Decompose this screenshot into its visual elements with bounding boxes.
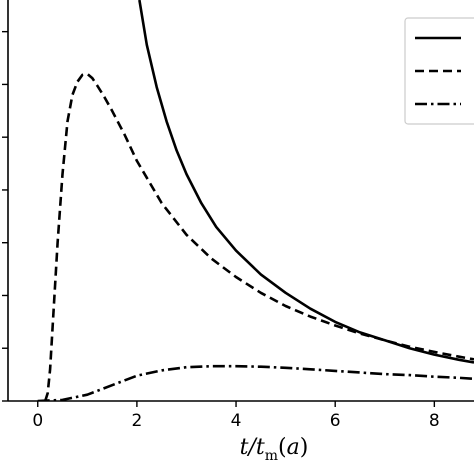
- series-2-line: [43, 72, 474, 401]
- series-layer: [37, 0, 474, 401]
- legend: [404, 17, 474, 125]
- x-tick-label: 4: [231, 411, 242, 431]
- x-tick-label: 0: [32, 411, 43, 431]
- series-1-line: [138, 0, 474, 364]
- x-tick-label: 6: [330, 411, 341, 431]
- x-tick-label: 2: [131, 411, 142, 431]
- x-tick-label: 8: [429, 411, 440, 431]
- x-axis-label: t/tm(a): [240, 435, 309, 464]
- legend-box: [404, 17, 474, 125]
- series-3-line: [37, 364, 474, 401]
- axes-layer: 0 2 4 6 8: [2, 0, 474, 431]
